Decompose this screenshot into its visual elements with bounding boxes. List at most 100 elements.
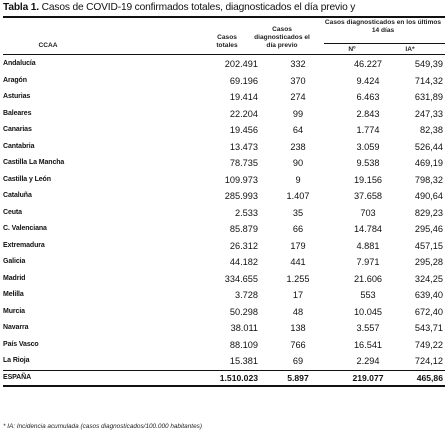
table-title-label: Tabla 1. — [3, 2, 39, 13]
table-title-text: Casos de COVID-19 confirmados totales, d… — [38, 2, 356, 13]
casos-totales-cell: 1.510.023 — [219, 372, 258, 383]
casos-totales-cell: 285.993 — [224, 191, 258, 201]
casos-14-dias-cell: 2.294 — [356, 356, 380, 366]
table-row: Navarra 38.011 138 3.557 543,71 — [3, 320, 443, 337]
ccaa-cell: La Rioja — [3, 357, 30, 364]
ccaa-cell: Asturias — [3, 93, 31, 100]
table-row: Asturias 19.414 274 6.463 631,89 — [3, 89, 443, 106]
total-top-rule — [3, 370, 445, 371]
header-diagnosticados-dia-previo: Casos diagnosticados el día previo — [254, 26, 310, 49]
incidencia-cell: 543,71 — [414, 323, 443, 333]
incidencia-cell: 714,32 — [414, 75, 443, 86]
casos-totales-cell: 78.735 — [229, 158, 258, 168]
ccaa-cell: Melilla — [3, 291, 24, 298]
casos-totales-cell: 22.204 — [229, 108, 258, 119]
top-rule — [3, 16, 445, 18]
incidencia-cell: 457,15 — [414, 240, 443, 251]
diagnosticados-previo-cell: 441 — [290, 257, 306, 267]
ccaa-cell: Murcia — [3, 307, 25, 315]
incidencia-cell: 798,32 — [414, 174, 443, 185]
ccaa-cell: Cataluña — [3, 192, 32, 199]
diagnosticados-previo-cell: 238 — [290, 141, 306, 152]
ccaa-cell: Madrid — [3, 274, 26, 282]
footnote: * IA: Incidencia acumulada (casos diagno… — [3, 423, 202, 430]
diagnosticados-previo-cell: 766 — [290, 339, 306, 350]
header-bottom-rule — [3, 54, 445, 55]
table-row: Ceuta 2.533 35 703 829,23 — [3, 205, 443, 222]
incidencia-cell: 469,19 — [414, 158, 443, 168]
casos-totales-cell: 202.491 — [224, 59, 258, 69]
ccaa-cell: Ceuta — [3, 208, 22, 216]
diagnosticados-previo-cell: 5.897 — [287, 372, 309, 383]
casos-14-dias-cell: 6.463 — [356, 92, 380, 102]
incidencia-cell: 749,22 — [414, 339, 443, 350]
casos-14-dias-cell: 9.424 — [356, 75, 380, 86]
incidencia-cell: 295,46 — [414, 224, 443, 234]
diagnosticados-previo-cell: 138 — [290, 323, 306, 333]
diagnosticados-previo-cell: 64 — [292, 125, 304, 135]
casos-14-dias-cell: 10.045 — [353, 306, 383, 317]
incidencia-cell: 526,44 — [414, 141, 443, 152]
casos-14-dias-cell: 46.227 — [353, 59, 383, 69]
diagnosticados-previo-cell: 66 — [292, 224, 304, 234]
casos-totales-cell: 3.728 — [235, 290, 258, 300]
casos-14-dias-cell: 703 — [360, 207, 376, 218]
incidencia-cell: 82,38 — [420, 125, 443, 135]
diagnosticados-previo-cell: 69 — [292, 356, 304, 366]
diagnosticados-previo-cell: 179 — [290, 240, 306, 251]
incidencia-cell: 549,39 — [414, 59, 443, 69]
table-row: Castilla y León 109.973 9 19.156 798,32 — [3, 172, 443, 189]
casos-totales-cell: 109.973 — [224, 174, 258, 185]
casos-totales-cell: 38.011 — [230, 323, 258, 333]
casos-totales-cell: 26.312 — [229, 240, 258, 251]
diagnosticados-previo-cell: 48 — [292, 306, 304, 317]
diagnosticados-previo-cell: 90 — [292, 158, 304, 168]
table-title: Tabla 1. Casos de COVID-19 confirmados t… — [3, 2, 445, 13]
table-row: Cantabria 13.473 238 3.059 526,44 — [3, 139, 443, 156]
ccaa-cell: C. Valenciana — [3, 225, 47, 232]
casos-totales-cell: 2.533 — [235, 207, 258, 218]
ccaa-cell: País Vasco — [3, 340, 39, 348]
table-row: Extremadura 26.312 179 4.881 457,15 — [3, 238, 443, 255]
incidencia-cell: 465,86 — [416, 372, 443, 383]
casos-14-dias-cell: 7.971 — [356, 257, 380, 267]
casos-14-dias-cell: 219.077 — [352, 372, 384, 383]
diagnosticados-previo-cell: 1.407 — [286, 191, 310, 201]
ccaa-cell: Extremadura — [3, 241, 45, 249]
ccaa-cell: Aragón — [3, 76, 27, 84]
table-body: Andalucía 202.491 332 46.227 549,39 Aragón 69.… — [3, 56, 443, 386]
ccaa-cell: Canarias — [3, 126, 32, 133]
header-casos-totales: Casos totales — [216, 34, 238, 49]
incidencia-cell: 672,40 — [414, 306, 443, 317]
incidencia-cell: 639,40 — [414, 290, 443, 300]
table-row: Aragón 69.196 370 9.424 714,32 — [3, 73, 443, 90]
casos-14-dias-cell: 37.658 — [353, 191, 383, 201]
casos-totales-cell: 69.196 — [229, 75, 258, 86]
total-row: ESPAÑA 1.510.023 5.897 219.077 465,86 — [3, 370, 443, 387]
incidencia-cell: 295,28 — [414, 257, 443, 267]
table-row: Baleares 22.204 99 2.843 247,33 — [3, 106, 443, 123]
casos-14-dias-cell: 16.541 — [353, 339, 383, 350]
table-row: Canarias 19.456 64 1.774 82,38 — [3, 122, 443, 139]
table-row: Madrid 334.655 1.255 21.606 324,25 — [3, 271, 443, 288]
casos-14-dias-cell: 3.557 — [356, 323, 380, 333]
incidencia-cell: 324,25 — [414, 273, 443, 284]
ccaa-cell: Andalucía — [3, 60, 36, 67]
ccaa-cell: Navarra — [3, 324, 29, 331]
casos-totales-cell: 88.109 — [229, 339, 258, 350]
incidencia-cell: 724,12 — [414, 356, 443, 366]
casos-totales-cell: 19.414 — [229, 92, 258, 102]
ccaa-cell: Galicia — [3, 258, 26, 265]
header-ia: IA* — [405, 46, 415, 53]
casos-totales-cell: 50.298 — [229, 306, 258, 317]
casos-14-dias-cell: 21.606 — [353, 273, 383, 284]
table-row: Castilla La Mancha 78.735 90 9.538 469,19 — [3, 155, 443, 172]
table-row: Galicia 44.182 441 7.971 295,28 — [3, 254, 443, 271]
table-row: C. Valenciana 85.879 66 14.784 295,46 — [3, 221, 443, 238]
casos-14-dias-cell: 553 — [360, 290, 376, 300]
total-bottom-rule — [3, 385, 445, 387]
casos-totales-cell: 85.879 — [229, 224, 258, 234]
table-row: La Rioja 15.381 69 2.294 724,12 — [3, 353, 443, 370]
header-ultimos-14-dias: Casos diagnosticados en los últimos 14 d… — [324, 19, 442, 34]
casos-14-dias-cell: 2.843 — [356, 108, 380, 119]
